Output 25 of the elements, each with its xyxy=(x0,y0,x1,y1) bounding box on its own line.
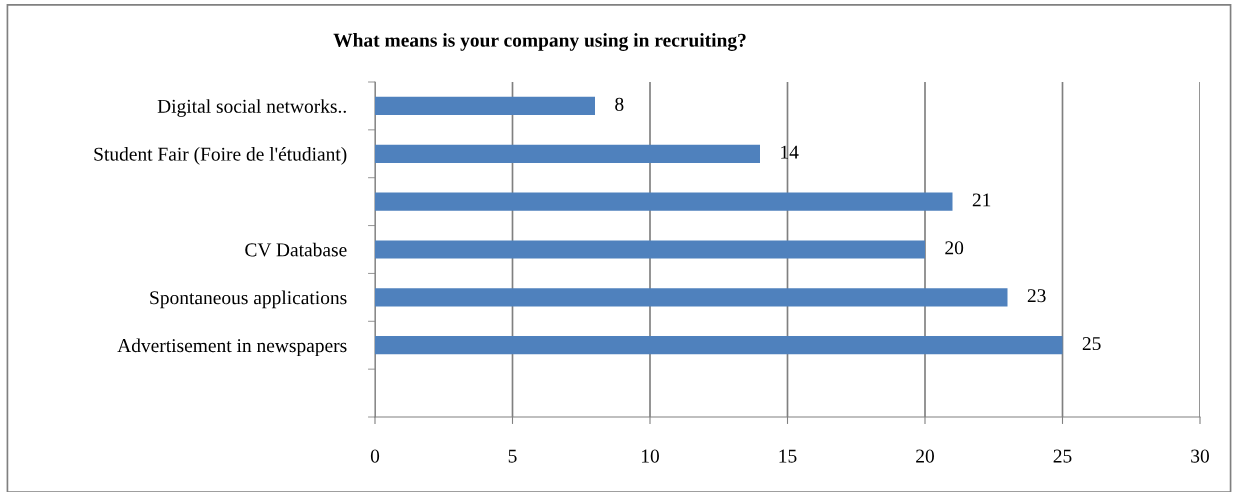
data-label: 21 xyxy=(972,193,991,207)
bar xyxy=(375,96,595,116)
x-tick-label: 5 xyxy=(508,449,517,463)
data-label: 23 xyxy=(1027,289,1046,303)
bar xyxy=(375,144,760,163)
chart-title: What means is your company using in recruiting? xyxy=(333,33,746,51)
data-label: 8 xyxy=(615,97,624,111)
bar xyxy=(375,336,1063,355)
x-tick-label: 25 xyxy=(1053,449,1072,463)
bar xyxy=(375,288,1008,307)
y-tick-label: CV Database xyxy=(245,242,347,257)
data-label: 20 xyxy=(945,241,964,255)
x-tick-label: 20 xyxy=(916,449,934,463)
y-tick-label: Digital social networks.. xyxy=(157,99,346,117)
bar xyxy=(375,192,953,211)
x-tick-label: 15 xyxy=(779,449,797,463)
x-tick-label: 0 xyxy=(370,449,380,463)
y-tick-label: Student Fair (Foire de l'étudiant) xyxy=(94,147,347,165)
y-tick-label: Advertisement in newspapers xyxy=(117,338,347,357)
data-label: 14 xyxy=(781,145,799,159)
x-tick-label: 10 xyxy=(641,449,659,463)
data-label: 25 xyxy=(1082,337,1101,351)
y-tick-label: Spontaneous applications xyxy=(150,290,347,309)
bar xyxy=(375,240,925,259)
x-tick-label: 30 xyxy=(1191,449,1209,463)
